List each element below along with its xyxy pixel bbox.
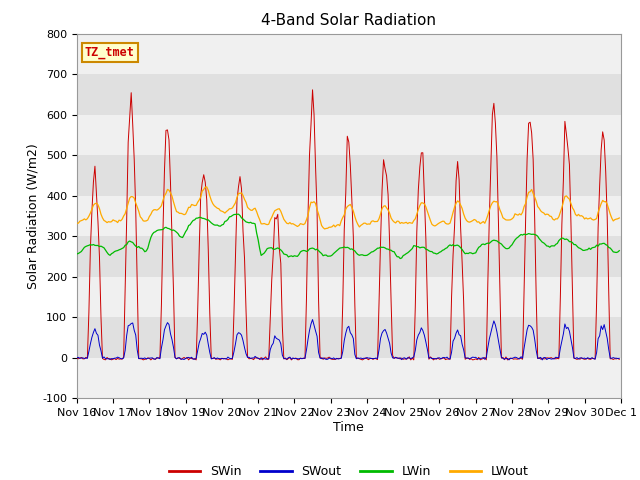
Y-axis label: Solar Radiation (W/m2): Solar Radiation (W/m2) (26, 143, 39, 289)
Bar (77, 34, 621, 74)
Title: 4-Band Solar Radiation: 4-Band Solar Radiation (261, 13, 436, 28)
Text: TZ_tmet: TZ_tmet (85, 47, 135, 60)
Bar (77, 277, 621, 317)
X-axis label: Time: Time (333, 421, 364, 434)
Bar (77, 115, 621, 155)
Legend: SWin, SWout, LWin, LWout: SWin, SWout, LWin, LWout (164, 460, 534, 480)
Bar (77, 196, 621, 236)
Bar (77, 358, 621, 398)
